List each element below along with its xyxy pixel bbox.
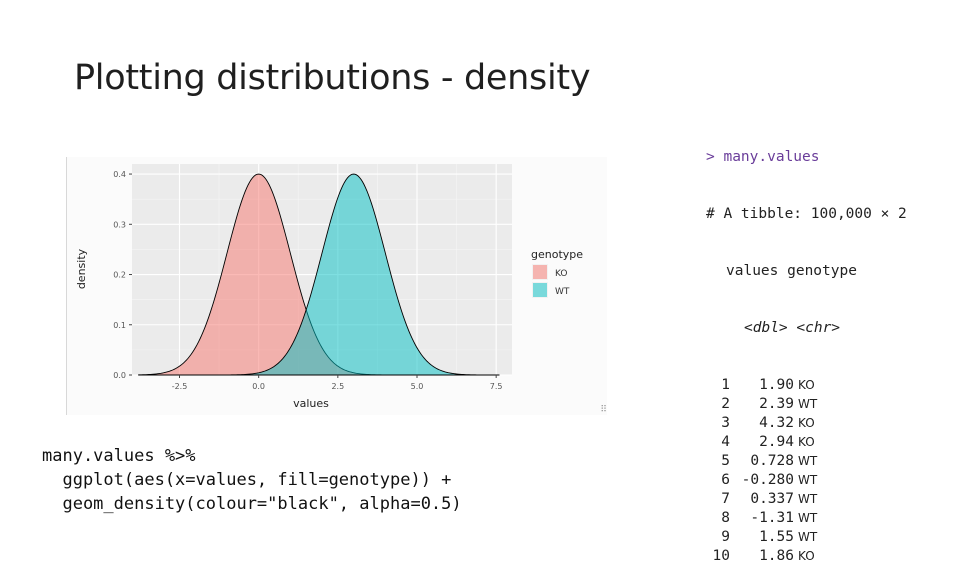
y-tick-label: 0.3 bbox=[113, 220, 126, 229]
tibble-row: 6 -0.280 WT bbox=[706, 471, 907, 490]
legend-label-ko: KO bbox=[555, 269, 568, 279]
row-index: 3 bbox=[721, 415, 730, 431]
tibble-column-header: values genotype bbox=[726, 263, 857, 279]
row-value: 2.39 bbox=[759, 396, 794, 412]
code-line: ggplot(aes(x=values, fill=genotype)) + bbox=[42, 470, 452, 490]
row-value: 4.32 bbox=[759, 415, 794, 431]
legend-label-wt: WT bbox=[555, 287, 570, 297]
row-genotype: WT bbox=[798, 454, 818, 468]
y-tick-label: 0.1 bbox=[113, 321, 126, 330]
row-value: 1.86 bbox=[759, 548, 794, 564]
y-tick-label: 0.2 bbox=[113, 271, 126, 280]
row-index: 8 bbox=[721, 510, 730, 526]
row-index: 10 bbox=[712, 548, 730, 564]
row-genotype: KO bbox=[798, 378, 815, 392]
x-tick-label: 5.0 bbox=[411, 382, 424, 391]
density-plot-panel: 0.0 0.1 0.2 0.3 0.4 -2.5 0.0 2.5 5.0 7.5 values … bbox=[66, 157, 607, 415]
x-axis-label: values bbox=[293, 397, 329, 410]
legend-swatch-wt bbox=[533, 283, 547, 297]
row-genotype: KO bbox=[798, 549, 815, 563]
row-genotype: KO bbox=[798, 435, 815, 449]
row-index: 4 bbox=[721, 434, 730, 450]
y-tick-label: 0.4 bbox=[113, 170, 126, 179]
tibble-row: 2 2.39 WT bbox=[706, 395, 907, 414]
row-value: 0.337 bbox=[750, 491, 794, 507]
tibble-row: 4 2.94 KO bbox=[706, 433, 907, 452]
console-output: > many.values # A tibble: 100,000 × 2 va… bbox=[706, 110, 907, 585]
row-genotype: WT bbox=[798, 511, 818, 525]
legend-title: genotype bbox=[531, 248, 583, 261]
row-value: 1.90 bbox=[759, 377, 794, 393]
row-genotype: WT bbox=[798, 397, 818, 411]
legend: genotype KO WT bbox=[531, 248, 583, 298]
row-value: 0.728 bbox=[750, 453, 794, 469]
row-index: 9 bbox=[721, 529, 730, 545]
x-tick-label: 2.5 bbox=[331, 382, 344, 391]
row-index: 6 bbox=[721, 472, 730, 488]
row-index: 2 bbox=[721, 396, 730, 412]
x-tick-label: 0.0 bbox=[252, 382, 265, 391]
y-axis-label: density bbox=[75, 248, 88, 289]
code-line: many.values %>% bbox=[42, 446, 196, 466]
row-genotype: KO bbox=[798, 416, 815, 430]
row-genotype: WT bbox=[798, 473, 818, 487]
row-genotype: WT bbox=[798, 530, 818, 544]
row-genotype: WT bbox=[798, 492, 818, 506]
row-index: 1 bbox=[721, 377, 730, 393]
row-value: 2.94 bbox=[759, 434, 794, 450]
row-index: 7 bbox=[721, 491, 730, 507]
tibble-row: 8 -1.31 WT bbox=[706, 509, 907, 528]
console-prompt: > many.values bbox=[706, 149, 820, 165]
tibble-row: 3 4.32 KO bbox=[706, 414, 907, 433]
tibble-row: 5 0.728 WT bbox=[706, 452, 907, 471]
tibble-column-types: <dbl> <chr> bbox=[744, 320, 841, 336]
density-area-ko bbox=[138, 174, 500, 375]
code-block: many.values %>% ggplot(aes(x=values, fil… bbox=[42, 444, 462, 516]
row-value: 1.55 bbox=[759, 529, 794, 545]
y-tick-label: 0.0 bbox=[113, 371, 126, 380]
x-tick-label: -2.5 bbox=[172, 382, 188, 391]
x-tick-label: 7.5 bbox=[490, 382, 503, 391]
tibble-row: 10 1.86 KO bbox=[706, 547, 907, 566]
density-area-wt bbox=[138, 174, 500, 375]
tibble-row: 7 0.337 WT bbox=[706, 490, 907, 509]
legend-swatch-ko bbox=[533, 265, 547, 279]
resize-handle-icon: ⠿ bbox=[600, 405, 607, 415]
tibble-row: 1 1.90 KO bbox=[706, 376, 907, 395]
row-value: -0.280 bbox=[741, 472, 794, 488]
density-chart: 0.00.10.20.30.4 -2.5 0.0 2.5 5.0 7.5 values … bbox=[75, 164, 583, 410]
console-summary: # A tibble: 100,000 × 2 bbox=[706, 206, 907, 222]
row-value: -1.31 bbox=[750, 510, 794, 526]
code-line: geom_density(colour="black", alpha=0.5) bbox=[42, 494, 462, 514]
row-index: 5 bbox=[721, 453, 730, 469]
tibble-row: 9 1.55 WT bbox=[706, 528, 907, 547]
slide-title: Plotting distributions - density bbox=[74, 58, 591, 98]
